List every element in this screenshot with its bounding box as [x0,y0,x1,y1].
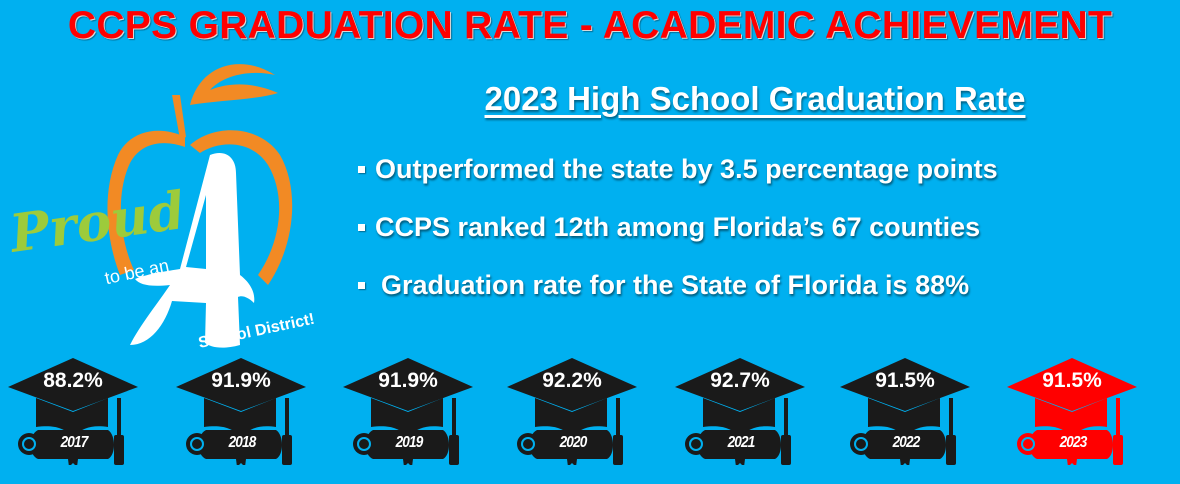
graduation-year-label: 2023 [1059,434,1088,451]
graduation-rate-value: 92.2% [542,369,602,392]
bullet-item: Graduation rate for the State of Florida… [358,256,1168,314]
graduation-cap-icon [675,358,805,465]
highlights-list: Outperformed the state by 3.5 percentage… [358,140,1168,314]
bullet-item: CCPS ranked 12th among Florida’s 67 coun… [358,198,1168,256]
graduation-rate-value: 88.2% [43,369,103,392]
apple-icon: Proud to be an School District! [4,64,316,352]
graduation-cap-2023: 91.5% 2023 [1007,355,1157,465]
graduation-year-label: 2020 [559,434,588,451]
graduation-year-label: 2021 [727,434,756,451]
graduation-rate-value: 91.5% [1042,369,1102,392]
graduation-cap-icon [176,358,306,465]
graduation-cap-2020: 92.2% 2020 [507,355,657,465]
bullet-item: Outperformed the state by 3.5 percentage… [358,140,1168,198]
graduation-rate-value: 91.5% [875,369,935,392]
graduation-year-label: 2022 [892,434,921,451]
svg-text:Proud: Proud [4,180,188,265]
graduation-cap-icon [343,358,473,465]
graduation-cap-icon [8,358,138,465]
graduation-cap-2017: 88.2% 2017 [8,355,158,465]
graduation-cap-2021: 92.7% 2021 [675,355,825,465]
page-title: CCPS GRADUATION RATE - ACADEMIC ACHIEVEM… [67,4,1113,47]
graduation-cap-2018: 91.9% 2018 [176,355,326,465]
square-bullet-icon [358,165,365,173]
graduation-year-label: 2017 [60,434,89,451]
graduation-cap-icon [840,358,970,465]
section-subtitle: 2023 High School Graduation Rate [484,80,1026,117]
graduation-cap-2019: 91.9% 2019 [343,355,493,465]
graduation-rate-value: 92.7% [710,369,770,392]
graduation-rate-value: 91.9% [211,369,271,392]
proud-to-be-an-a-logo: Proud to be an School District! [0,45,360,355]
square-bullet-icon [358,223,365,231]
graduation-cap-icon [1007,358,1137,465]
square-bullet-icon [358,281,365,289]
graduation-cap-2022: 91.5% 2022 [840,355,990,465]
graduation-rate-value: 91.9% [378,369,438,392]
graduation-rate-history: 88.2% 2017 91.9% 2018 91.9% 2019 92.2% 2020 … [0,355,1180,470]
graduation-cap-icon [507,358,637,465]
graduation-year-label: 2019 [395,434,424,451]
graduation-year-label: 2018 [228,434,257,451]
